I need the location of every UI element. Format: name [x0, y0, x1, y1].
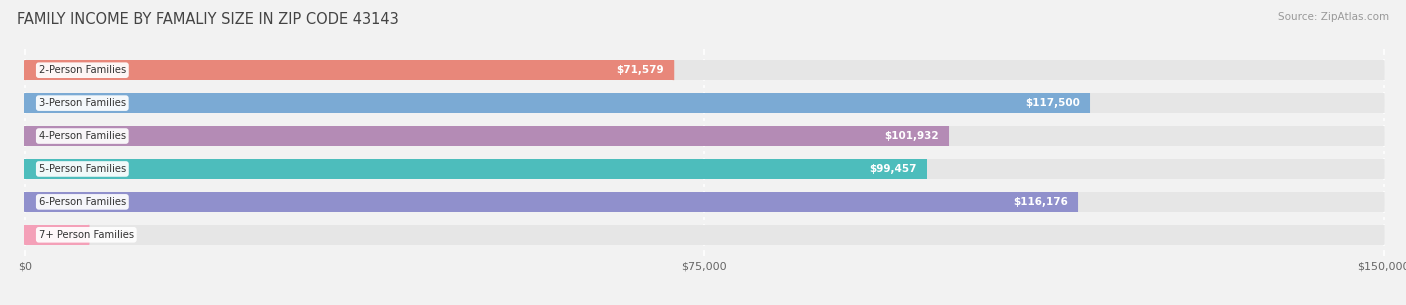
Bar	[25, 60, 673, 80]
Text: $0: $0	[115, 230, 131, 240]
Text: 5-Person Families: 5-Person Families	[39, 164, 127, 174]
Text: 7+ Person Families: 7+ Person Families	[39, 230, 134, 240]
Bar	[25, 93, 1090, 113]
Text: 4-Person Families: 4-Person Families	[39, 131, 127, 141]
Bar	[25, 126, 948, 146]
Bar	[25, 93, 1384, 113]
Bar	[25, 126, 1384, 146]
Bar	[25, 192, 1384, 212]
Text: $101,932: $101,932	[884, 131, 939, 141]
Bar	[25, 159, 1384, 179]
Bar	[25, 60, 1384, 80]
Text: FAMILY INCOME BY FAMALIY SIZE IN ZIP CODE 43143: FAMILY INCOME BY FAMALIY SIZE IN ZIP COD…	[17, 12, 399, 27]
Text: 6-Person Families: 6-Person Families	[39, 197, 127, 207]
Text: Source: ZipAtlas.com: Source: ZipAtlas.com	[1278, 12, 1389, 22]
Text: $99,457: $99,457	[869, 164, 917, 174]
Text: $117,500: $117,500	[1025, 98, 1080, 108]
Text: $71,579: $71,579	[617, 65, 665, 75]
Text: 2-Person Families: 2-Person Families	[39, 65, 127, 75]
Bar	[25, 192, 1077, 212]
Bar	[25, 159, 927, 179]
Text: $116,176: $116,176	[1014, 197, 1069, 207]
Text: 3-Person Families: 3-Person Families	[39, 98, 127, 108]
Bar	[25, 225, 89, 245]
Bar	[25, 225, 1384, 245]
